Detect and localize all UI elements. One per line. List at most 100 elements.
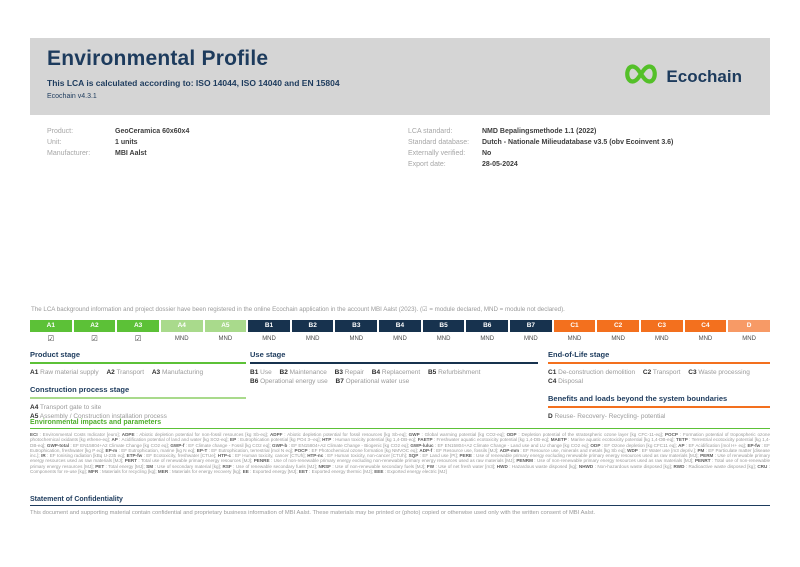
stage-item-code: B3 xyxy=(334,369,343,376)
benefits-stage-heading: Benefits and loads beyond the system bou… xyxy=(548,394,770,408)
impacts-heading: Environmental impacts and parameters xyxy=(30,419,770,429)
module-header-D: D xyxy=(728,320,770,332)
stage-item-label: Refurbishment xyxy=(436,369,481,376)
impact-term: ADPE xyxy=(121,432,135,437)
module-header-B2: B2 xyxy=(291,320,334,332)
info-row: Externally verified: No xyxy=(408,148,768,159)
impact-term: NHWD xyxy=(578,463,594,469)
impact-term: FAETP xyxy=(417,437,433,443)
impact-term: GWP-b xyxy=(272,442,288,448)
module-status-A3: ☑ xyxy=(134,334,142,343)
impact-term: GWP xyxy=(408,432,420,437)
module-status-B7: MND xyxy=(524,336,538,342)
info-value: No xyxy=(482,150,492,157)
ecochain-logo: Ecochain xyxy=(622,62,742,91)
stage-item-label: Maintenance xyxy=(287,369,327,376)
module-status-A5: MND xyxy=(218,336,233,342)
stage-item-label: De-construction demolition xyxy=(556,369,636,376)
impact-term: TETP xyxy=(676,437,688,443)
stage-item-label: Raw material supply xyxy=(38,369,99,376)
stage-item-B5: B5 Refurbishment xyxy=(428,369,480,376)
impact-term: POCP xyxy=(294,447,308,453)
info-label: Manufacturer: xyxy=(47,150,91,157)
lca-standard-subtitle: This LCA is calculated according to: ISO… xyxy=(47,78,340,88)
stage-item-code: C1 xyxy=(548,369,557,376)
construction-stage-heading: Construction process stage xyxy=(30,385,246,399)
impact-term: EP-T xyxy=(196,447,208,453)
module-status-D: MND xyxy=(742,336,756,342)
module-header-C2: C2 xyxy=(597,320,639,332)
stage-item-code: A4 xyxy=(30,404,39,411)
impact-term: PERT xyxy=(124,458,138,464)
stage-item-code: B4 xyxy=(371,369,381,376)
module-header-A5: A5 xyxy=(204,320,247,332)
stage-item-label: Transport gate to site xyxy=(38,404,102,411)
impact-term: ADP-f xyxy=(419,447,433,453)
module-header-B5: B5 xyxy=(422,320,465,332)
impact-term: GWP-luluc xyxy=(410,442,434,448)
registration-note: The LCA background information and proje… xyxy=(31,306,565,313)
stage-item-label: Transport xyxy=(114,369,145,376)
info-value: 1 units xyxy=(115,139,138,146)
stage-item-code: D xyxy=(548,413,553,420)
impact-term: EP-fw xyxy=(747,442,761,448)
stage-item-code: C3 xyxy=(688,369,697,376)
stage-item-code: A1 xyxy=(30,369,39,376)
impact-term: FW xyxy=(426,463,435,469)
impact-term: HTP-nc xyxy=(307,453,324,459)
impact-term: PENRM xyxy=(516,458,533,464)
impact-term: PERM xyxy=(700,453,714,459)
stage-item-A4: A4 Transport gate to site xyxy=(30,403,240,412)
stage-item-B7: B7 Operational water use xyxy=(336,378,410,385)
stage-item-C1: C1 De-construction demolition xyxy=(548,369,635,376)
module-header-B7: B7 xyxy=(510,320,552,332)
stage-item-label: Operational water use xyxy=(343,378,410,385)
impact-term: HTP-c xyxy=(217,453,232,459)
stage-item-code: B5 xyxy=(427,369,437,376)
stage-item-D: D Reuse- Recovery- Recycling- potential xyxy=(548,413,665,420)
infinity-icon xyxy=(622,62,660,91)
stage-item-code: B7 xyxy=(335,378,344,385)
stage-item-A2: A2 Transport xyxy=(106,369,144,376)
page-title: Environmental Profile xyxy=(47,47,269,70)
info-row: Unit: 1 units xyxy=(47,137,377,148)
logo-wordmark: Ecochain xyxy=(666,66,742,86)
stage-item-A1: A1 Raw material supply xyxy=(30,369,99,376)
stage-item-B1: B1 Use xyxy=(250,369,272,376)
impact-term: ADP-mm xyxy=(499,447,520,453)
module-header-B1: B1 xyxy=(248,320,290,332)
impact-term: ECI xyxy=(30,432,38,437)
impact-term: AP xyxy=(111,437,118,443)
stage-item-label: Replacement xyxy=(380,369,421,376)
module-status-A2: ☑ xyxy=(91,334,98,343)
confidentiality-heading: Statement of Confidentiality xyxy=(30,496,770,506)
impact-term: MER xyxy=(157,469,169,475)
info-label: Unit: xyxy=(47,139,62,146)
app-version: Ecochain v4.3.1 xyxy=(47,93,97,100)
impact-term: PM xyxy=(697,447,705,453)
impact-term: SQP xyxy=(408,453,419,459)
impact-term: PERE xyxy=(459,453,472,459)
impacts-definitions: ECI : Environmental Costs Indicator [eur… xyxy=(30,432,771,475)
module-header-A2: A2 xyxy=(73,320,116,332)
info-label: LCA standard: xyxy=(408,128,453,135)
info-value: GeoCeramica 60x60x4 xyxy=(115,128,190,135)
module-status-B5: MND xyxy=(436,336,451,342)
module-status-C1: MND xyxy=(567,336,582,342)
impact-term: EP-m xyxy=(105,447,118,453)
eol-stage-heading: End-of-Life stage xyxy=(548,350,770,364)
stage-item-B3: B3 Repair xyxy=(335,369,364,376)
stage-item-B6: B6 Operational energy use xyxy=(250,378,328,385)
product-stage-heading: Product stage xyxy=(30,350,246,364)
stage-column-use: Use stage B1 Use B2 Maintenance B3 Repai… xyxy=(250,350,538,394)
impact-term: PENRT xyxy=(694,458,711,464)
stage-item-label: Use xyxy=(258,369,272,376)
info-label: Externally verified: xyxy=(408,150,466,157)
stage-item-code: A5 xyxy=(30,413,39,420)
stage-item-label: Reuse- Recovery- Recycling- potential xyxy=(552,413,666,420)
module-status-B2: MND xyxy=(305,336,320,342)
stage-item-label: Repair xyxy=(342,369,364,376)
module-header-B4: B4 xyxy=(379,320,421,332)
module-status-row: ☑ ☑ ☑ MND MND MND MND MND MND MND MND MND MND MND MND M… xyxy=(30,334,770,344)
info-value: 28-05-2024 xyxy=(482,161,518,168)
